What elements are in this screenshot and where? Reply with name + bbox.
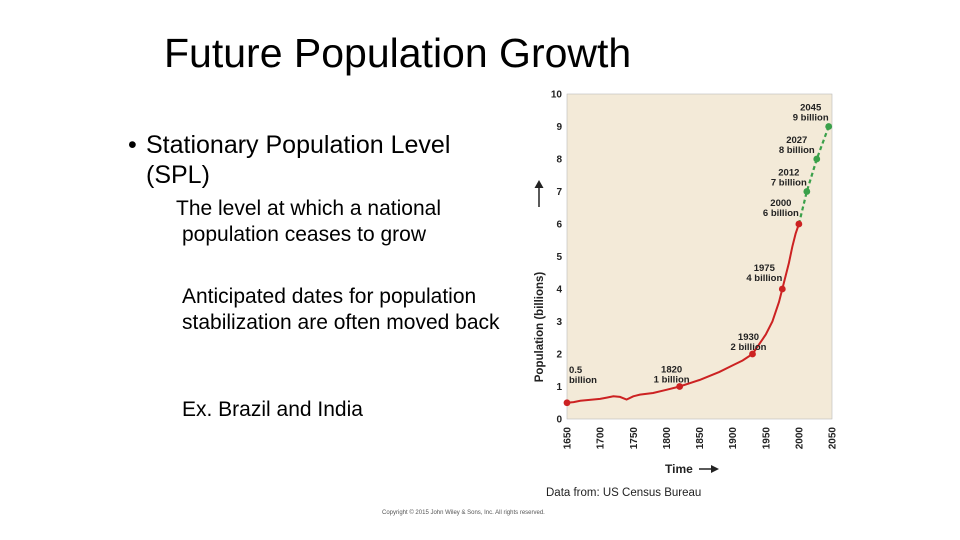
point-label-line-1: 2000 (770, 198, 791, 209)
data-point (825, 123, 833, 130)
x-axis-label: Time (665, 462, 693, 476)
point-label-line-2: 2 billion (731, 342, 767, 353)
plot-background (566, 93, 833, 420)
point-label-line-1: 2012 (778, 168, 799, 179)
definition-line-2: population ceases to grow (182, 223, 426, 246)
point-label-line-2: 1 billion (654, 375, 690, 386)
data-point (676, 383, 684, 390)
y-tick-label: 5 (556, 252, 562, 263)
copyright-notice: Copyright © 2015 John Wiley & Sons, Inc.… (382, 510, 545, 516)
x-tick-label: 1750 (629, 427, 640, 450)
point-label-line-2: 7 billion (771, 178, 807, 189)
data-point (813, 155, 821, 163)
x-tick-label: 1700 (596, 427, 607, 450)
point-label-line-2: 9 billion (793, 113, 829, 124)
example-text: Ex. Brazil and India (182, 398, 363, 421)
data-point (795, 220, 803, 228)
point-label-line-1: 0.5 (569, 365, 583, 376)
y-tick-label: 9 (556, 122, 562, 133)
y-tick-label: 2 (556, 350, 562, 361)
data-point (778, 285, 786, 293)
y-axis-arrowhead (534, 180, 544, 188)
x-tick-label: 1850 (695, 427, 706, 450)
point-label-line-2: 6 billion (763, 208, 799, 219)
projected-population-line (797, 126, 830, 225)
point-label-line-1: 1930 (738, 332, 759, 343)
y-tick-label: 10 (551, 90, 563, 101)
x-tick-label: 2050 (828, 427, 839, 450)
y-tick-label: 3 (556, 317, 562, 328)
y-tick-label: 1 (556, 382, 562, 393)
data-point (563, 399, 571, 407)
x-tick-label: 2000 (794, 427, 805, 450)
point-label-line-1: 2027 (786, 135, 807, 146)
y-tick-label: 4 (556, 285, 562, 296)
bullet-text: Stationary Population Level (SPL) (146, 131, 451, 189)
x-tick-label: 1950 (761, 427, 772, 450)
spl-definition: The level at which a national population… (176, 196, 506, 248)
point-label-line-1: 1820 (661, 365, 682, 376)
definition-line-1: The level at which a national (176, 197, 441, 220)
slide-title: Future Population Growth (164, 30, 632, 76)
y-axis-label: Population (billions) (534, 272, 546, 383)
x-tick-label: 1650 (563, 427, 574, 450)
x-axis-arrowhead (711, 465, 719, 473)
point-label-line-2: 8 billion (779, 145, 815, 156)
population-chart: 0 1 2 3 4 5 6 7 8 9 10 1650 1700 1750 1800 1850 1900 1950… (534, 90, 839, 500)
y-tick-label: 6 (556, 220, 562, 231)
y-tick-label: 8 (556, 155, 562, 166)
y-tick-label: 7 (556, 187, 562, 198)
point-label-line-1: 1975 (754, 263, 776, 274)
bullet-dot: • (128, 131, 137, 159)
data-point (803, 188, 811, 195)
chart-source: Data from: US Census Bureau (546, 487, 701, 499)
x-tick-label: 1900 (728, 427, 739, 450)
data-point (749, 350, 756, 358)
point-label-line-2: 4 billion (746, 273, 782, 284)
point-label-line-1: 2045 (800, 103, 822, 114)
y-tick-label: 0 (556, 415, 562, 426)
point-label-line-2: billion (569, 375, 597, 386)
x-tick-label: 1800 (662, 427, 673, 450)
stabilization-text: Anticipated dates for population stabili… (182, 285, 500, 334)
